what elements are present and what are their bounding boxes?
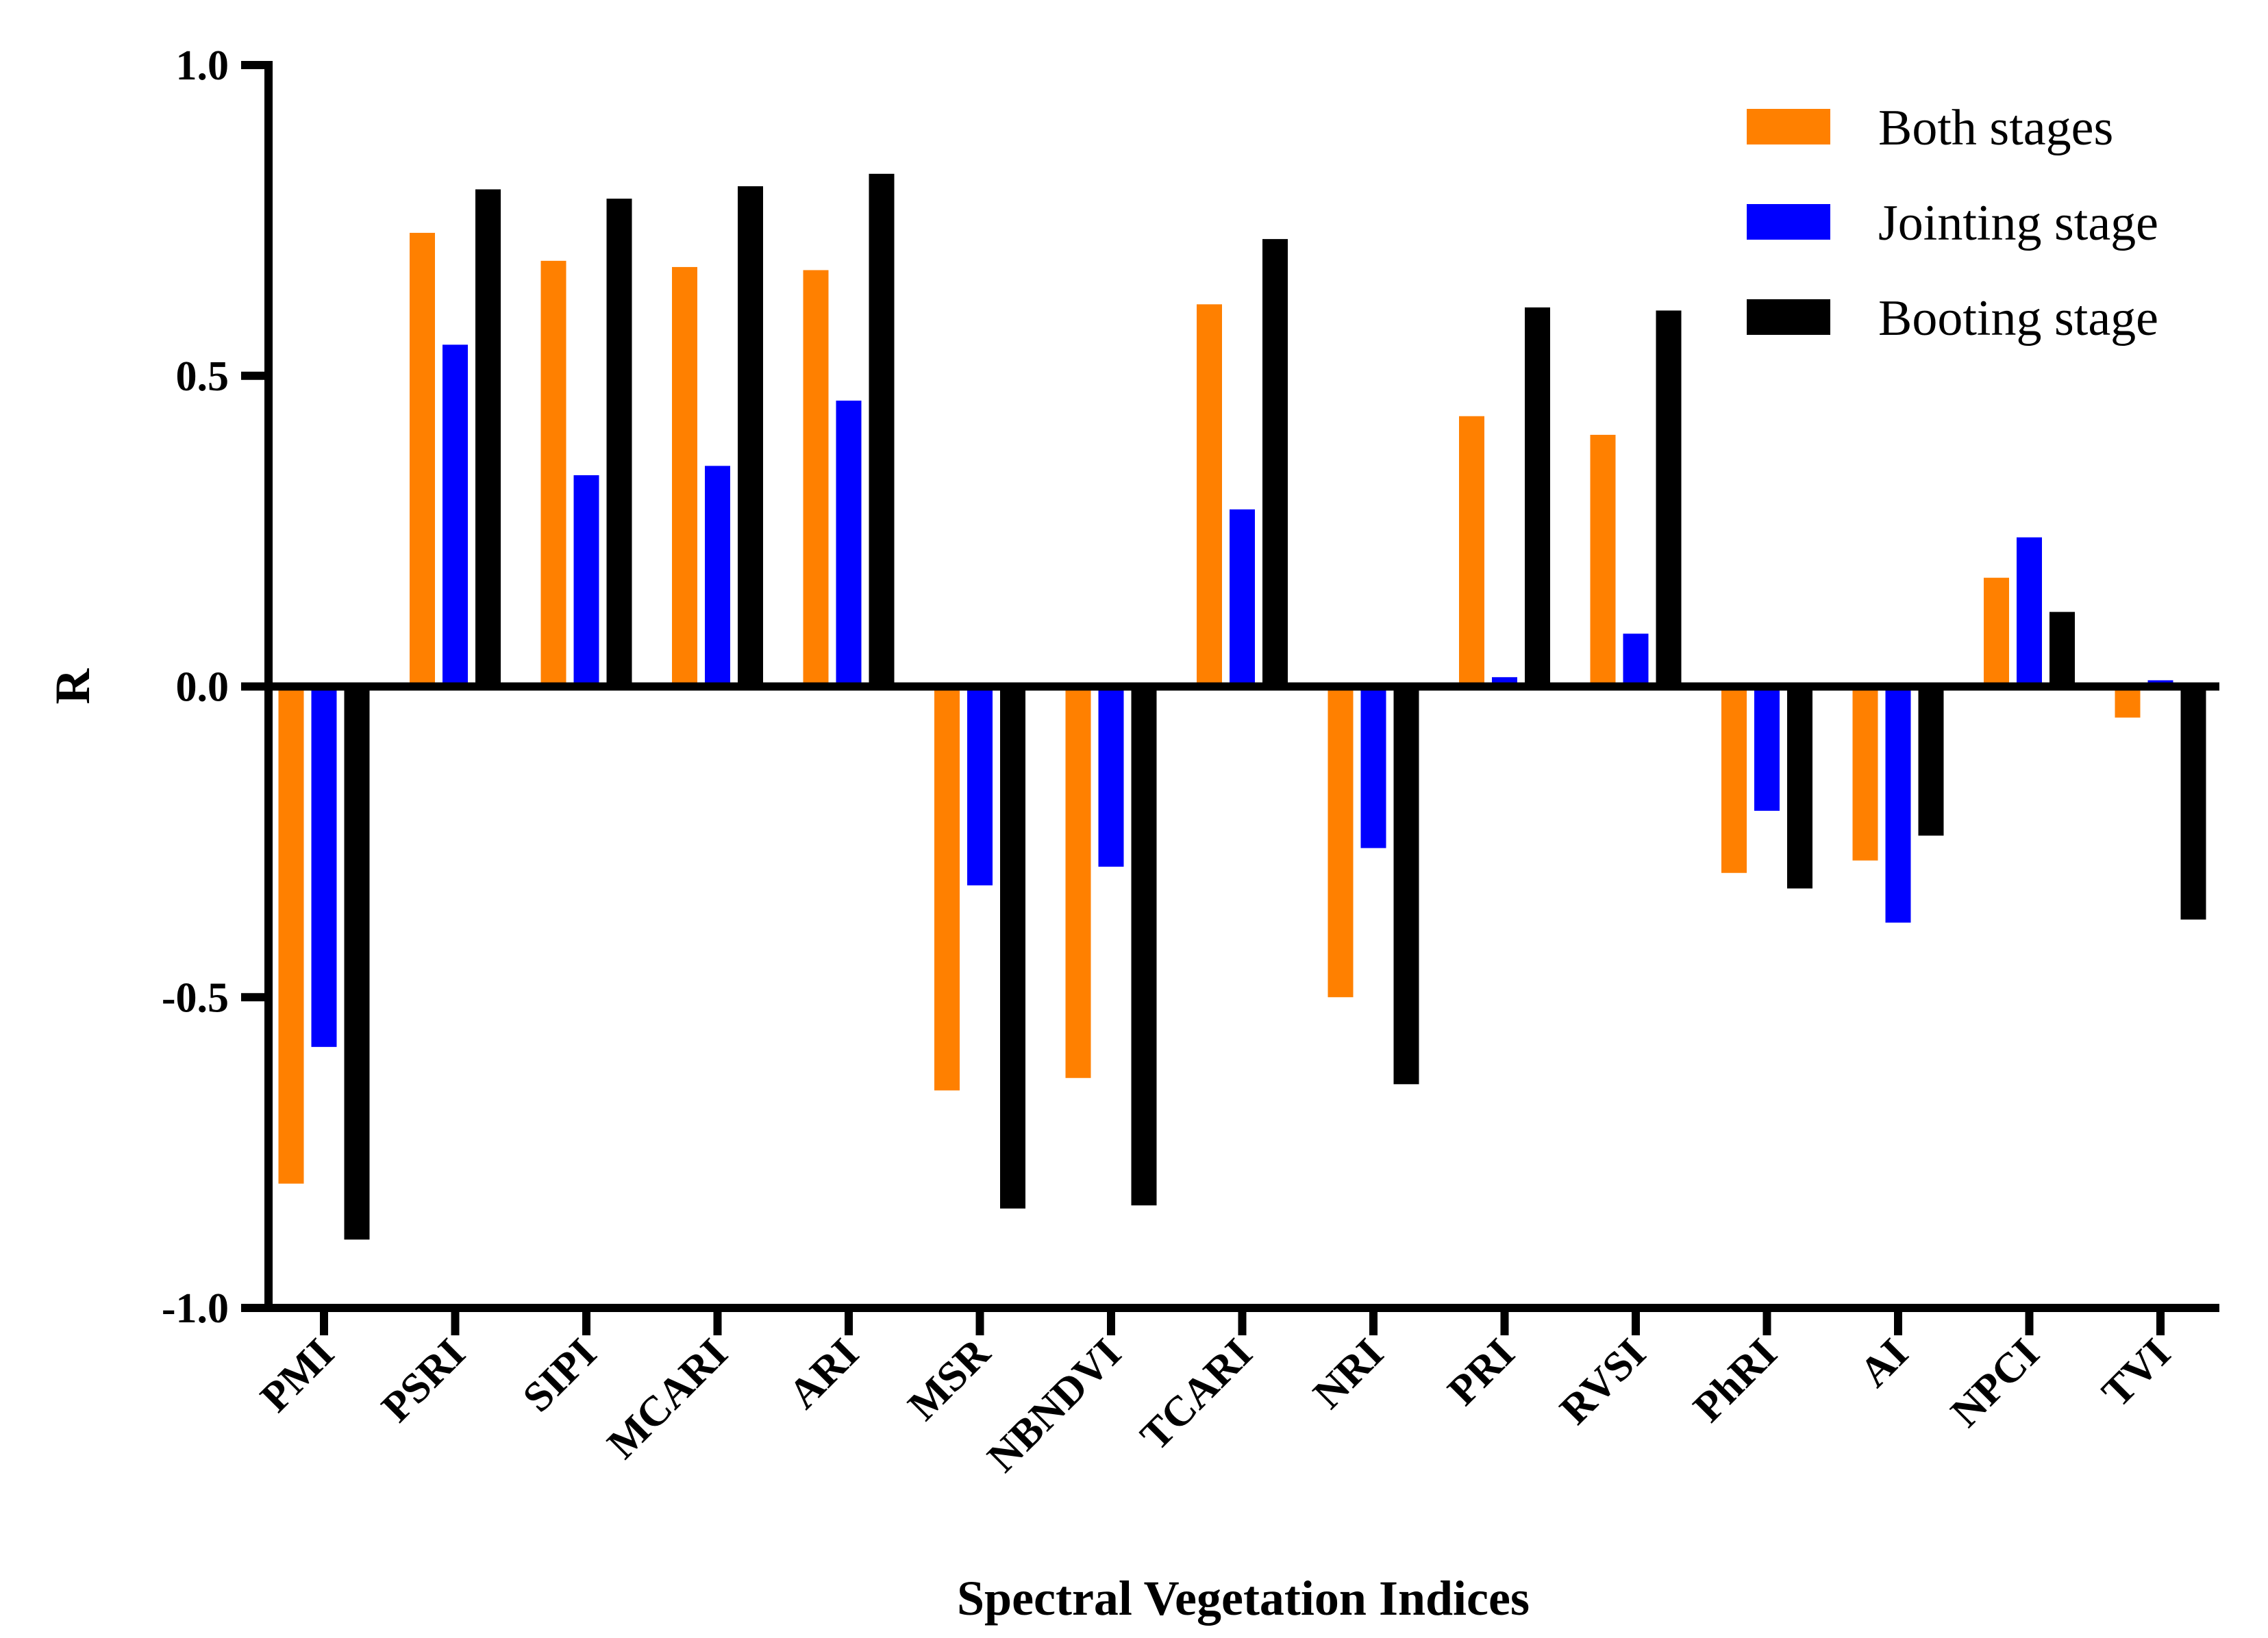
bar-sipi-series-1 (540, 260, 566, 687)
bar-pmi-series-3 (344, 686, 370, 1240)
bar-nri-series-2 (1360, 686, 1386, 848)
bar-rvsi-series-1 (1590, 434, 1616, 687)
bar-psri-series-1 (410, 233, 435, 687)
bar-phri-series-1 (1721, 686, 1747, 873)
x-tick-label-msr: MSR (899, 1329, 999, 1429)
x-tick-label-pri: PRI (1439, 1330, 1524, 1415)
bar-nbndvi-series-2 (1098, 686, 1124, 867)
bar-nbndvi-series-3 (1131, 686, 1157, 1206)
bar-pmi-series-1 (278, 686, 304, 1184)
bar-mcari-series-1 (672, 266, 697, 687)
x-tick-label-pmi: PMI (252, 1330, 343, 1421)
bar-pri-series-1 (1459, 416, 1484, 687)
bar-tvi-series-3 (2180, 686, 2206, 920)
bar-mcari-series-3 (738, 186, 763, 687)
bar-nri-series-1 (1328, 686, 1354, 998)
x-tick-label-nbndvi: NBNDVI (979, 1330, 1130, 1481)
x-tick-label-tcari: TCARI (1132, 1330, 1261, 1459)
y-tick-label: 0.0 (176, 664, 229, 711)
legend-swatch-series-3 (1747, 299, 1830, 335)
bar-pmi-series-2 (311, 686, 337, 1047)
ticks-layer: -1.0 -0.5 0.0 0.5 1.0 (162, 42, 2165, 1335)
bar-phri-series-3 (1787, 686, 1812, 889)
bar-npci-series-2 (2017, 537, 2042, 687)
bar-tcari-series-1 (1197, 304, 1222, 687)
bar-rvsi-series-3 (1656, 310, 1682, 687)
x-tick-label-ari: ARI (780, 1330, 867, 1418)
bar-phri-series-2 (1754, 686, 1780, 811)
bar-psri-series-3 (475, 189, 501, 687)
bar-sipi-series-2 (573, 475, 599, 687)
y-axis-title: R (45, 668, 100, 705)
x-tick-label-rvsi: RVSI (1552, 1330, 1655, 1433)
x-tick-label-nri: NRI (1304, 1330, 1392, 1418)
y-tick-label: 0.5 (176, 353, 229, 400)
x-tick-label-sipi: SIPI (514, 1330, 606, 1421)
x-tick-label-npci: NPCI (1942, 1330, 2048, 1436)
x-tick-label-ai: AI (1851, 1330, 1917, 1396)
x-tick-label-psri: PSRI (373, 1330, 474, 1431)
y-tick-label: 1.0 (176, 42, 229, 89)
bar-msr-series-2 (967, 686, 993, 885)
bars-layer (278, 173, 2206, 1240)
y-tick-label: -0.5 (162, 974, 229, 1021)
legend-label-series-2: Jointing stage (1878, 195, 2158, 251)
bar-ai-series-3 (1918, 686, 1944, 836)
bar-pri-series-3 (1525, 307, 1550, 687)
bar-tcari-series-3 (1262, 239, 1288, 687)
bar-ari-series-1 (803, 270, 829, 687)
x-tick-label-mcari: MCARI (599, 1330, 737, 1468)
bar-ai-series-1 (1852, 686, 1878, 861)
bar-nbndvi-series-1 (1065, 686, 1091, 1079)
bar-ai-series-2 (1885, 686, 1911, 923)
bar-msr-series-3 (1000, 686, 1025, 1209)
bar-mcari-series-2 (705, 466, 730, 687)
x-axis-title: Spectral Vegetation Indices (957, 1571, 1530, 1626)
bar-tcari-series-2 (1230, 509, 1255, 687)
x-tick-label-phri: PhRI (1684, 1330, 1786, 1431)
bar-nri-series-3 (1393, 686, 1419, 1085)
x-tick-label-tvi: TVI (2093, 1330, 2180, 1416)
bar-npci-series-1 (1984, 577, 2009, 687)
legend-swatch-series-2 (1747, 204, 1830, 240)
legend-swatch-series-1 (1747, 109, 1830, 144)
legend: Both stages Jointing stage Booting stage (1747, 100, 2158, 346)
bar-npci-series-3 (2049, 612, 2075, 687)
legend-label-series-3: Booting stage (1878, 290, 2158, 346)
bar-rvsi-series-2 (1623, 633, 1649, 687)
bar-tvi-series-1 (2115, 686, 2141, 718)
bar-msr-series-1 (934, 686, 960, 1091)
bar-psri-series-2 (443, 344, 468, 687)
bar-sipi-series-3 (606, 199, 632, 687)
bar-ari-series-2 (836, 401, 862, 687)
legend-label-series-1: Both stages (1878, 100, 2113, 156)
y-tick-label: -1.0 (162, 1285, 229, 1332)
bar-ari-series-3 (869, 173, 895, 687)
